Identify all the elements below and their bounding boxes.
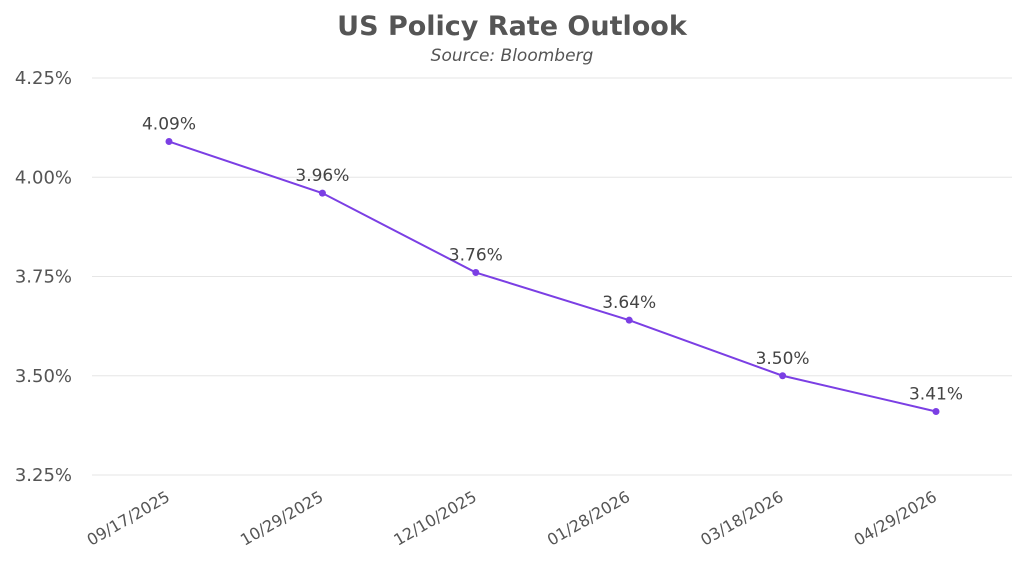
gridlines [92, 77, 1012, 476]
x-tick-label: 12/10/2025 [390, 487, 479, 550]
chart-subtitle: Source: Bloomberg [431, 46, 594, 66]
data-point [625, 316, 633, 324]
y-tick-label: 3.75% [15, 267, 72, 288]
data-label: 3.96% [295, 166, 349, 186]
series-line [168, 140, 937, 413]
x-tick-label: 04/29/2026 [851, 487, 940, 550]
x-tick-label: 01/28/2026 [544, 487, 633, 550]
data-point [472, 269, 480, 277]
data-point [318, 189, 326, 197]
y-tick-label: 3.50% [15, 366, 72, 387]
data-label: 3.76% [449, 246, 503, 266]
y-tick-label: 4.25% [15, 68, 72, 89]
x-tick-label: 03/18/2026 [697, 487, 786, 550]
x-axis-ticks: 09/17/2025 10/29/2025 12/10/2025 01/28/2026… [84, 487, 940, 550]
x-tick-label: 09/17/2025 [84, 487, 173, 550]
series-rate [165, 138, 940, 415]
data-label: 3.64% [602, 293, 656, 313]
data-point [779, 372, 787, 380]
y-axis-ticks: 3.25% 3.50% 3.75% 4.00% 4.25% [15, 68, 72, 486]
y-tick-label: 4.00% [15, 167, 72, 188]
data-point [165, 138, 173, 146]
data-point [932, 407, 940, 415]
y-tick-label: 3.25% [15, 465, 72, 486]
chart-title: US Policy Rate Outlook [337, 11, 688, 42]
data-label: 3.50% [756, 349, 810, 369]
data-labels: 4.09% 3.96% 3.76% 3.64% 3.50% 3.41% [142, 115, 963, 405]
data-label: 3.41% [909, 384, 963, 404]
data-label: 4.09% [142, 115, 196, 135]
x-tick-label: 10/29/2025 [237, 487, 326, 550]
